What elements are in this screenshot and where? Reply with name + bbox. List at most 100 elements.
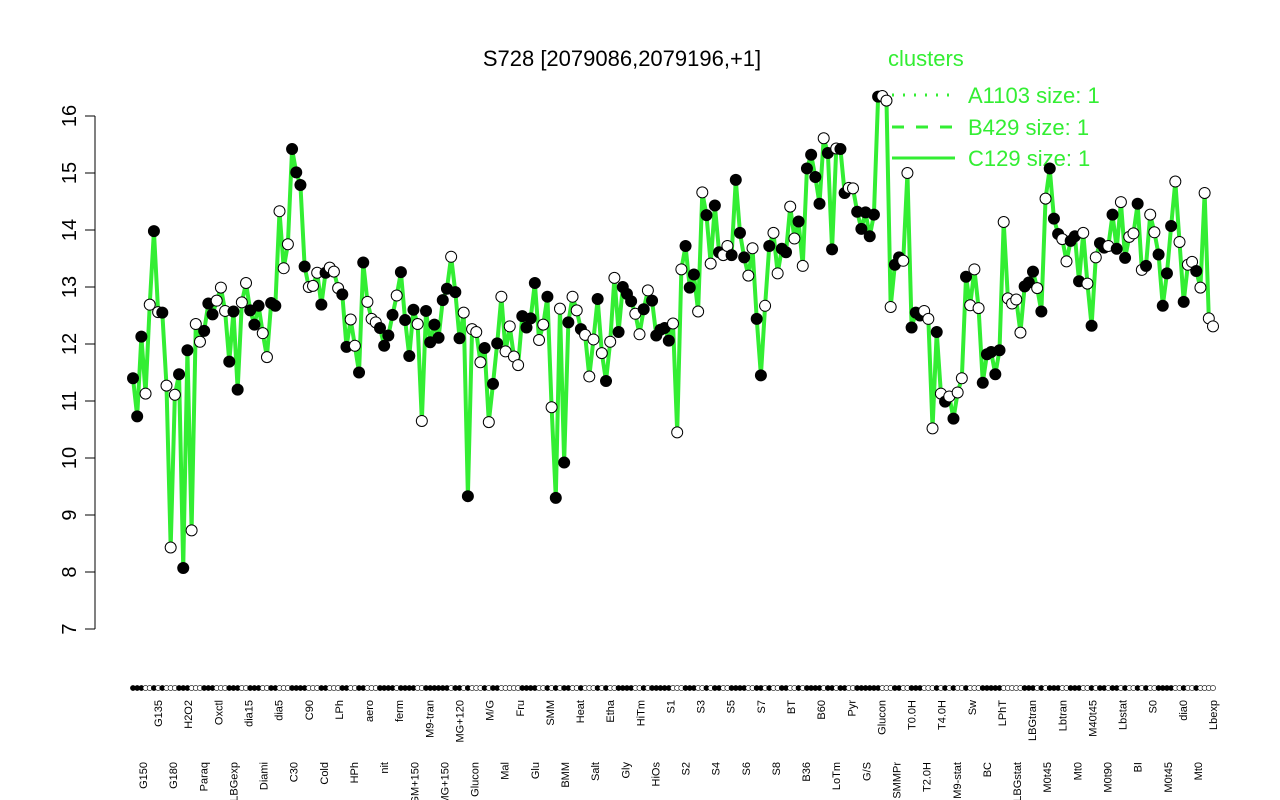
data-point xyxy=(641,284,654,297)
x-tick-label: M40t45 xyxy=(1087,700,1099,737)
data-point xyxy=(997,216,1010,229)
data-point xyxy=(411,318,424,331)
data-point xyxy=(147,225,160,238)
data-point xyxy=(901,167,914,179)
data-point xyxy=(549,491,562,504)
data-point xyxy=(926,422,939,435)
data-point xyxy=(474,356,487,369)
x-tick-label: S5 xyxy=(726,700,738,713)
data-point xyxy=(277,262,290,275)
data-point xyxy=(453,332,466,345)
data-point xyxy=(269,299,282,312)
data-point xyxy=(231,383,244,396)
data-point xyxy=(930,326,943,339)
data-point xyxy=(307,279,319,292)
data-point xyxy=(470,326,483,339)
data-point xyxy=(897,254,910,267)
legend-entry-label: C129 size: 1 xyxy=(968,146,1090,171)
data-point xyxy=(1010,293,1023,306)
x-tick-label: M9-tran xyxy=(424,700,436,738)
data-point xyxy=(1190,265,1203,278)
data-point xyxy=(1027,265,1039,278)
data-point xyxy=(700,209,713,222)
data-point xyxy=(767,226,780,239)
data-point xyxy=(281,238,294,251)
x-tick-label: LBGexp xyxy=(228,762,240,800)
data-point xyxy=(248,318,261,331)
x-tick-label: aero xyxy=(364,700,376,722)
x-tick-mark xyxy=(1210,685,1216,691)
x-tick-label: Glucon xyxy=(876,700,888,735)
data-point xyxy=(436,294,449,307)
y-axis: 7 8 9 10 11 12 13 14 15 16 xyxy=(59,105,96,635)
data-point xyxy=(478,341,491,354)
data-point xyxy=(976,376,989,389)
x-tick-label: Salt xyxy=(590,762,602,781)
data-point xyxy=(1035,305,1048,318)
legend: clusters A1103 size: 1 B429 size: 1 C129 s… xyxy=(888,46,1100,171)
data-point xyxy=(1127,227,1140,240)
data-point xyxy=(1198,186,1211,199)
data-point xyxy=(348,339,361,352)
data-point xyxy=(671,426,684,439)
data-point xyxy=(286,143,299,156)
data-point xyxy=(1081,277,1094,290)
data-point xyxy=(524,312,537,325)
data-point xyxy=(646,294,659,307)
data-point xyxy=(223,355,236,368)
data-point xyxy=(139,387,152,400)
legend-entry-label: B429 size: 1 xyxy=(968,115,1089,140)
data-point xyxy=(407,303,420,316)
x-tick-label: GM+150 xyxy=(409,762,421,800)
data-point xyxy=(608,271,621,284)
x-tick-label: LPhT xyxy=(997,700,1009,727)
data-point xyxy=(252,299,265,312)
data-point xyxy=(1014,326,1027,339)
data-point xyxy=(704,257,717,270)
x-tick-label: LBGstat xyxy=(1012,762,1024,800)
x-tick-label: dia0 xyxy=(1178,700,1190,721)
x-tick-label: M/G xyxy=(485,700,497,721)
data-point xyxy=(733,226,746,239)
data-point xyxy=(415,414,428,427)
data-point xyxy=(1144,208,1157,221)
data-point xyxy=(817,132,830,145)
data-point xyxy=(1207,320,1219,333)
x-tick-label: Mt0 xyxy=(1072,762,1084,780)
data-point xyxy=(399,314,412,327)
data-point xyxy=(487,377,499,390)
data-point xyxy=(495,290,508,303)
data-point xyxy=(461,490,474,503)
data-point xyxy=(1031,282,1044,295)
series-layer xyxy=(127,90,1219,575)
x-tick-label: B36 xyxy=(801,762,813,782)
x-tick-label: T4.0H xyxy=(937,700,949,730)
data-point xyxy=(537,318,550,331)
x-tick-label: LBGtran xyxy=(1027,700,1039,741)
data-point xyxy=(1106,208,1119,221)
data-point xyxy=(135,330,148,343)
data-point xyxy=(189,318,202,331)
data-point xyxy=(294,178,307,191)
data-point xyxy=(361,295,374,308)
data-point xyxy=(206,308,219,321)
data-point xyxy=(604,335,617,348)
x-tick-label: H2O2 xyxy=(183,700,195,729)
data-point xyxy=(449,286,462,299)
data-point xyxy=(214,281,227,294)
x-tick-label: Oxctl xyxy=(213,700,225,725)
data-point xyxy=(210,294,223,307)
data-point xyxy=(633,328,646,341)
legend-title: clusters xyxy=(888,46,964,71)
data-point xyxy=(1089,251,1102,264)
data-point xyxy=(725,249,738,262)
data-point xyxy=(989,368,1002,381)
data-point xyxy=(168,388,181,401)
data-point xyxy=(1194,281,1207,294)
data-point xyxy=(1114,196,1127,209)
x-tick-label: Glu xyxy=(530,762,542,779)
y-tick-label: 16 xyxy=(59,105,81,127)
x-tick-label: SMM xyxy=(545,700,557,726)
